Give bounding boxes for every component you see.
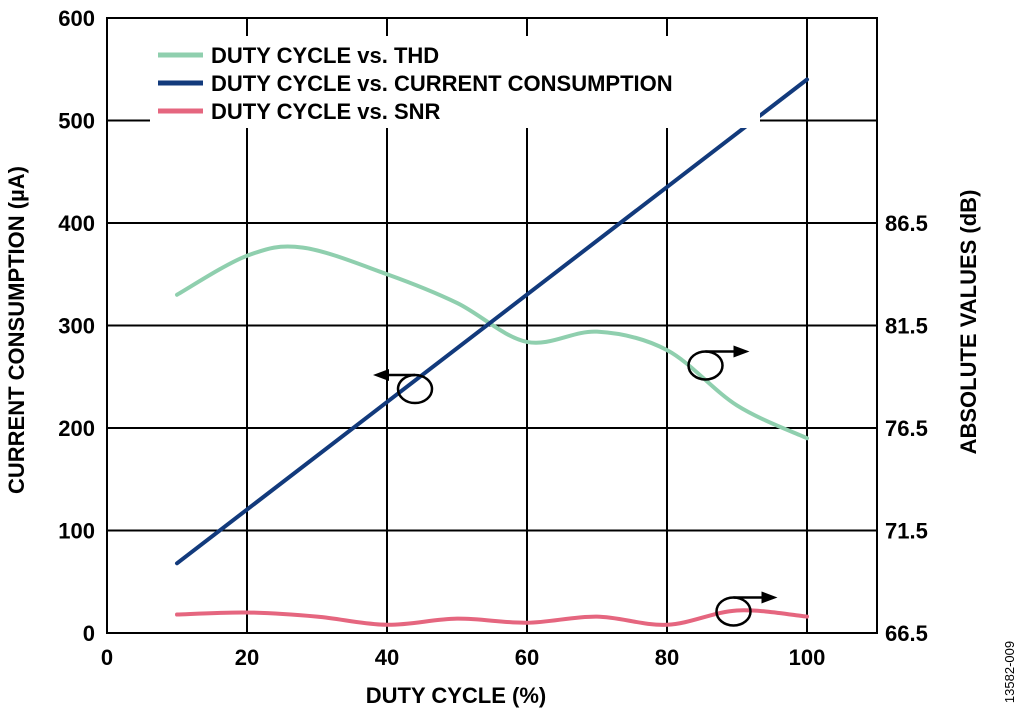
y-left-tick-label: 500 — [58, 109, 95, 134]
thd-axis-arrow-marker — [687, 345, 750, 381]
legend-item-thd: DUTY CYCLE vs. THD — [158, 43, 439, 68]
legend-item-snr: DUTY CYCLE vs. SNR — [158, 99, 441, 124]
annotations — [373, 345, 778, 627]
x-tick-label: 60 — [515, 645, 539, 670]
x-tick-label: 20 — [235, 645, 259, 670]
y-left-tick-label: 600 — [58, 6, 95, 31]
y-left-tick-label: 400 — [58, 211, 95, 236]
legend-label: DUTY CYCLE vs. CURRENT CONSUMPTION — [211, 71, 673, 96]
y-left-tick-label: 0 — [83, 621, 95, 646]
y-left-tick-label: 200 — [58, 416, 95, 441]
y-left-tick-label: 100 — [58, 519, 95, 544]
y-left-axis-title: CURRENT CONSUMPTION (µA) — [4, 166, 29, 494]
y-right-tick-label: 66.5 — [885, 621, 928, 646]
x-tick-label: 100 — [789, 645, 826, 670]
x-axis-title: DUTY CYCLE (%) — [366, 683, 547, 708]
y-left-tick-label: 300 — [58, 314, 95, 339]
snr-axis-arrow-marker — [715, 591, 778, 627]
current-consumption-series-line — [175, 77, 809, 566]
x-tick-label: 0 — [101, 645, 113, 670]
current-axis-arrow-marker — [373, 369, 434, 405]
y-right-axis-title: ABSOLUTE VALUES (dB) — [956, 190, 981, 455]
figure-id: 13582-009 — [1002, 641, 1017, 703]
legend-item-current-consumption: DUTY CYCLE vs. CURRENT CONSUMPTION — [158, 71, 673, 96]
legend-background — [150, 36, 760, 128]
y-right-tick-label: 86.5 — [885, 211, 928, 236]
legend: DUTY CYCLE vs. THD DUTY CYCLE vs. CURRENT… — [150, 36, 760, 128]
x-tick-label: 40 — [375, 645, 399, 670]
legend-label: DUTY CYCLE vs. THD — [211, 43, 439, 68]
legend-label: DUTY CYCLE vs. SNR — [211, 99, 441, 124]
x-tick-label: 80 — [655, 645, 679, 670]
y-right-tick-label: 81.5 — [885, 314, 928, 339]
ticks: 0 20 40 60 80 100 0 100 200 300 400 500 600 66.5 71.5 7… — [58, 6, 928, 670]
series-layer — [175, 77, 809, 627]
y-right-tick-label: 76.5 — [885, 416, 928, 441]
y-right-tick-label: 71.5 — [885, 519, 928, 544]
thd-series-line — [175, 244, 809, 441]
snr-series-line — [175, 608, 809, 627]
